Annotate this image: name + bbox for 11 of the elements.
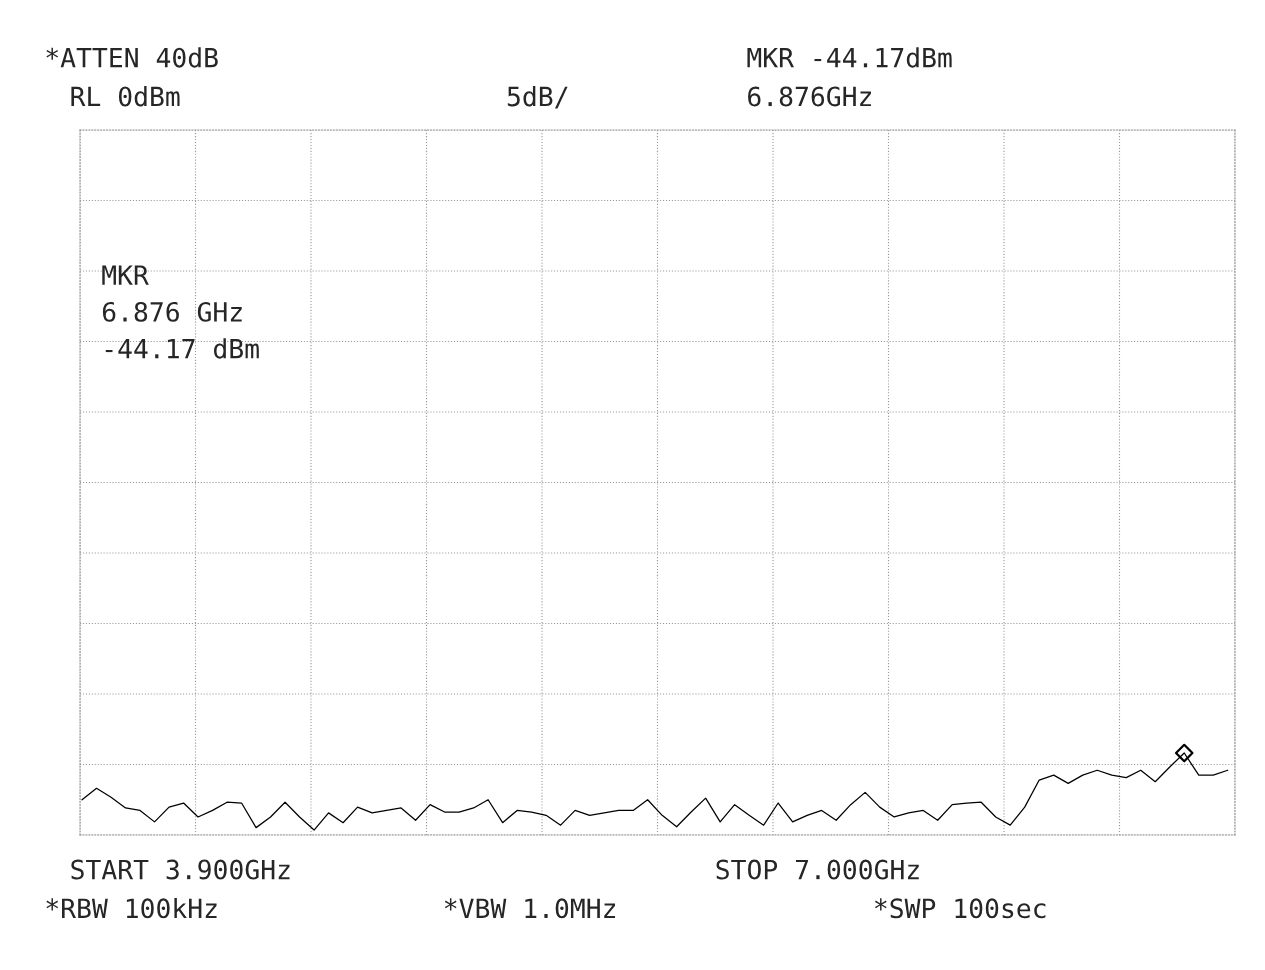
text: *VBW 1.0MHz	[444, 898, 616, 919]
text: RL 0dBm	[71, 86, 180, 107]
text: *SWP 100sec	[874, 898, 1046, 919]
text: MKR 6.876 GHz -44.17 dBm	[102, 265, 259, 359]
text: *ATTEN 40dB	[46, 47, 218, 68]
text: *RBW 100kHz	[46, 897, 217, 919]
text: MKR -44.17dBm	[747, 47, 952, 68]
text: STOP 7.000GHz	[716, 859, 919, 880]
text: 6.876GHz	[748, 86, 871, 107]
text: START 3.900GHz	[71, 859, 290, 880]
text: 5dB/	[507, 86, 568, 109]
